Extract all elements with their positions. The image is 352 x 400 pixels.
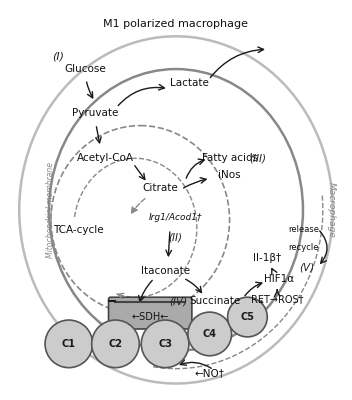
Text: Acetyl-CoA: Acetyl-CoA — [77, 153, 134, 163]
Text: release: release — [289, 225, 320, 234]
Text: Il-1β†: Il-1β† — [253, 252, 281, 262]
Circle shape — [92, 320, 139, 368]
Text: Irg1/Acod1†: Irg1/Acod1† — [148, 213, 202, 222]
Text: TCA-cycle: TCA-cycle — [54, 225, 104, 235]
Text: Mitochondrial membrane: Mitochondrial membrane — [46, 162, 56, 258]
Text: C1: C1 — [62, 339, 76, 349]
Text: Succinate: Succinate — [189, 296, 240, 306]
Circle shape — [188, 312, 232, 356]
Text: (V): (V) — [300, 262, 315, 272]
Text: iNos: iNos — [218, 170, 241, 180]
Circle shape — [228, 297, 267, 337]
Text: RET→ROS†: RET→ROS† — [251, 294, 303, 304]
Text: Pyruvate: Pyruvate — [73, 108, 119, 118]
Text: (III): (III) — [249, 153, 266, 163]
Text: Itaconate: Itaconate — [140, 266, 190, 276]
Text: (II): (II) — [168, 233, 182, 243]
Text: Citrate: Citrate — [142, 183, 178, 193]
Text: (I): (I) — [52, 51, 64, 61]
Text: recycle: recycle — [289, 243, 319, 252]
Text: C4: C4 — [203, 329, 217, 339]
Text: Macrophage: Macrophage — [326, 182, 335, 238]
Circle shape — [141, 320, 189, 368]
Text: M1 polarized macrophage: M1 polarized macrophage — [103, 20, 249, 30]
Text: C5: C5 — [240, 312, 254, 322]
Text: Lactate: Lactate — [170, 78, 209, 88]
Text: C3: C3 — [158, 339, 172, 349]
Text: Glucose: Glucose — [65, 64, 107, 74]
Text: ←SDH←: ←SDH← — [132, 312, 169, 322]
Text: C2: C2 — [108, 339, 122, 349]
Text: Fatty acids: Fatty acids — [201, 153, 258, 163]
Text: (IV): (IV) — [169, 296, 187, 306]
Text: ←NO†: ←NO† — [195, 369, 225, 379]
Text: HIF1α: HIF1α — [264, 274, 294, 284]
Circle shape — [45, 320, 93, 368]
FancyBboxPatch shape — [108, 297, 192, 329]
